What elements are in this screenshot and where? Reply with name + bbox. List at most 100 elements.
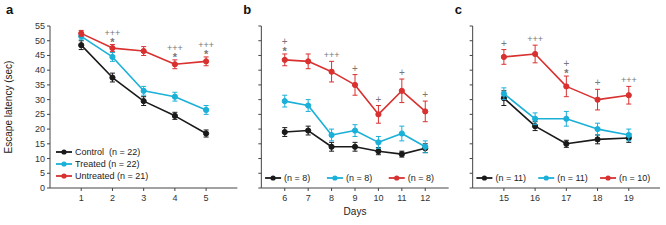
- x-tick: [503, 188, 504, 191]
- error-bar: [501, 50, 506, 65]
- series-line: [285, 101, 426, 147]
- legend-marker: [605, 175, 610, 180]
- error-bar: [204, 130, 209, 137]
- y-tick: [470, 70, 473, 71]
- point: [595, 126, 600, 131]
- y-tick: [47, 70, 50, 71]
- point: [141, 88, 146, 93]
- legend: Control (n = 22)Treated (n = 22)Untreate…: [56, 147, 148, 181]
- error-bar: [353, 75, 358, 96]
- point: [282, 99, 287, 104]
- x-tick-label: 5: [204, 193, 209, 203]
- annotation: +++: [198, 40, 214, 50]
- x-tick: [284, 188, 285, 191]
- y-tick: [47, 188, 50, 189]
- y-tick: [258, 84, 261, 85]
- y-tick: [47, 99, 50, 100]
- x-tick-label: 4: [172, 193, 177, 203]
- x-tick: [628, 188, 629, 191]
- legend-marker: [482, 175, 487, 180]
- panel: 6789101112Daysb*++++++++(n = 8)(n = 8)(n…: [243, 2, 448, 217]
- panel: 051015202530354045505512345Escape latenc…: [3, 2, 237, 203]
- x-tick-label: 2: [110, 193, 115, 203]
- point: [352, 144, 357, 149]
- y-tick-label: 35: [35, 80, 45, 90]
- point: [204, 131, 209, 136]
- series-line: [504, 54, 629, 100]
- legend: (n = 11)(n = 11)(n = 10): [476, 173, 650, 183]
- plot-area: [79, 30, 209, 137]
- point: [564, 141, 569, 146]
- error-bar: [282, 95, 287, 107]
- plot-area: [282, 54, 428, 157]
- annotation: +++: [105, 28, 121, 38]
- error-bar: [329, 129, 334, 141]
- point: [172, 94, 177, 99]
- error-bar: [306, 126, 311, 135]
- point: [423, 109, 428, 114]
- error-bar: [595, 135, 600, 144]
- y-tick: [47, 55, 50, 56]
- error-bar: [141, 47, 146, 56]
- error-bar: [533, 45, 538, 63]
- panel-label: a: [6, 2, 14, 17]
- y-tick: [258, 188, 261, 189]
- y-tick-label: 25: [35, 109, 45, 119]
- legend-label: (n = 11): [495, 173, 526, 183]
- legend-marker: [544, 175, 549, 180]
- error-bar: [564, 76, 569, 97]
- y-tick-label: 45: [35, 50, 45, 60]
- y-tick-label: 55: [35, 21, 45, 31]
- y-tick: [258, 143, 261, 144]
- series-line: [81, 45, 206, 133]
- series-line: [504, 94, 629, 135]
- error-bar: [110, 53, 115, 62]
- error-bar: [204, 106, 209, 115]
- point: [564, 84, 569, 89]
- x-tick: [425, 188, 426, 191]
- error-bar: [533, 113, 538, 125]
- error-bar: [141, 86, 146, 95]
- y-tick: [470, 129, 473, 130]
- x-tick: [174, 188, 175, 191]
- legend-label: Untreated (n = 21): [75, 171, 148, 181]
- y-tick: [258, 99, 261, 100]
- y-tick: [47, 26, 50, 27]
- point: [501, 54, 506, 59]
- point: [626, 132, 631, 137]
- x-tick-label: 3: [141, 193, 146, 203]
- point: [376, 112, 381, 117]
- point: [595, 97, 600, 102]
- point: [564, 116, 569, 121]
- error-bar: [110, 73, 115, 82]
- error-bar: [376, 106, 381, 124]
- error-bar: [595, 123, 600, 135]
- point: [501, 91, 506, 96]
- error-bar: [329, 142, 334, 151]
- x-tick-label: 15: [499, 193, 509, 203]
- point: [141, 48, 146, 53]
- point: [282, 57, 287, 62]
- error-bar: [79, 30, 84, 36]
- x-tick-label: 19: [624, 193, 634, 203]
- point: [595, 137, 600, 142]
- y-tick-label: 10: [35, 154, 45, 164]
- x-axis-label: Days: [344, 206, 367, 217]
- y-tick: [470, 143, 473, 144]
- y-tick-label: 30: [35, 95, 45, 105]
- x-tick: [378, 188, 379, 191]
- y-tick: [47, 143, 50, 144]
- y-tick: [258, 40, 261, 41]
- x-tick: [143, 188, 144, 191]
- x-tick: [401, 188, 402, 191]
- x-tick: [112, 188, 113, 191]
- annotation: +: [422, 89, 428, 100]
- annotation: +++: [167, 43, 183, 53]
- point: [110, 75, 115, 80]
- point: [329, 132, 334, 137]
- x-tick: [331, 188, 332, 191]
- plot-area: [501, 45, 631, 147]
- error-bar: [353, 142, 358, 151]
- panel-label: b: [243, 2, 251, 17]
- point: [533, 51, 538, 56]
